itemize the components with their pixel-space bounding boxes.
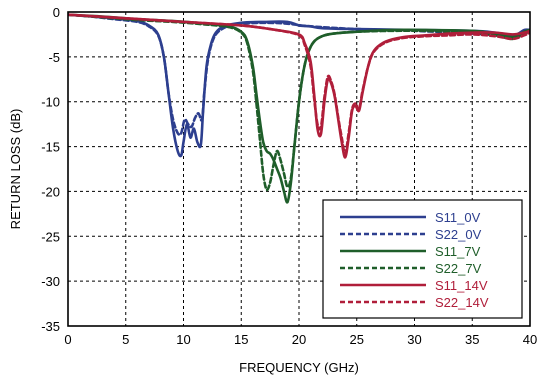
y-tick-label: -10 (41, 95, 60, 110)
x-tick-label: 35 (465, 332, 479, 347)
legend-label: S22_0V (435, 227, 482, 242)
y-tick-label: 0 (53, 5, 60, 20)
legend-label: S11_0V (435, 210, 481, 225)
legend: S11_0V S22_0V S11_7V S22_7V S11_14V S22_14V (322, 199, 523, 319)
x-tick-label: 5 (122, 332, 129, 347)
x-tick-label: 25 (350, 332, 364, 347)
x-tick-label: 15 (234, 332, 248, 347)
series-line-s22-14v (68, 13, 530, 156)
y-tick-label: -5 (48, 50, 60, 65)
x-axis-label: FREQUENCY (GHz) (239, 360, 359, 375)
legend-box (322, 199, 523, 319)
y-axis-label: RETURN LOSS (dB) (8, 109, 23, 230)
series-layer (68, 13, 530, 204)
legend-label: S22_7V (435, 261, 482, 276)
plot-frame (67, 11, 531, 327)
x-tick-label: 30 (407, 332, 421, 347)
y-tick-label: -15 (41, 140, 60, 155)
y-tick-label: -35 (41, 319, 60, 334)
tick-labels: 0 5 10 15 20 25 30 35 40 0 -5 -10 -15 -20 -25 -30 -35 (41, 5, 537, 347)
x-tick-label: 10 (176, 332, 190, 347)
y-tick-label: -30 (41, 274, 60, 289)
legend-label: S11_7V (435, 244, 481, 259)
legend-label: S11_14V (435, 278, 488, 293)
x-tick-label: 0 (64, 332, 71, 347)
x-tick-label: 40 (523, 332, 537, 347)
series-line-s22-7v (68, 13, 530, 192)
legend-label: S22_14V (435, 295, 489, 310)
y-tick-label: -20 (41, 184, 60, 199)
y-tick-label: -25 (41, 229, 60, 244)
x-tick-label: 20 (292, 332, 306, 347)
